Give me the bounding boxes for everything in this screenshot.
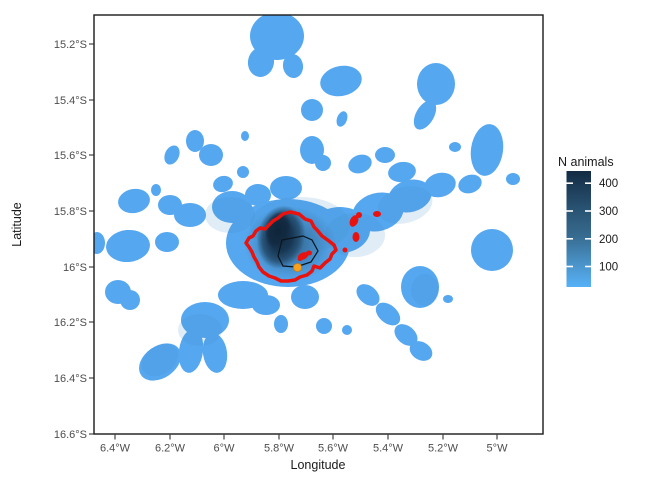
legend-label: 300 [599,206,618,218]
legend-colorbar-ticks [566,182,591,268]
x-tick-label: 5.4°W [373,443,404,455]
y-tick-label: 16.2°S [54,317,87,329]
legend-labels: 400 300 200 100 [599,178,618,273]
legend-colorbar [566,171,591,287]
x-axis-title: Longitude [291,458,346,472]
y-tick-label: 16°S [63,262,87,274]
y-tick-label: 15.2°S [54,39,87,51]
x-tick-label: 5°W [487,443,509,455]
legend-label: 100 [599,262,618,274]
legend-label: 200 [599,234,618,246]
y-axis-tick-labels: 15.2°S 15.4°S 15.6°S 15.8°S 16°S 16.2°S … [54,39,87,441]
x-tick-label: 6.2°W [155,443,186,455]
y-axis-ticks [89,43,94,435]
density-blob-layer [94,15,520,381]
y-tick-label: 15.8°S [54,206,87,218]
x-tick-label: 6°W [214,443,236,455]
y-tick-label: 16.6°S [54,429,87,441]
legend: N animals 400 300 200 100 [558,155,618,287]
x-axis-tick-labels: 6.4°W 6.2°W 6°W 5.8°W 5.6°W 5.4°W 5.2°W … [100,443,508,455]
y-tick-label: 15.6°S [54,150,87,162]
legend-label: 400 [599,178,618,190]
x-axis-ticks [114,434,498,440]
panel-border [93,14,544,435]
red-contour-outline [244,210,338,283]
legend-title: N animals [558,155,614,169]
red-patches [297,211,381,261]
x-tick-label: 5.8°W [264,443,295,455]
x-tick-label: 5.6°W [318,443,349,455]
y-tick-label: 16.4°S [54,373,87,385]
reference-point-marker [293,263,302,272]
y-tick-label: 15.4°S [54,95,87,107]
x-tick-label: 6.4°W [100,443,131,455]
inner-polygon-outline [277,235,319,268]
x-tick-label: 5.2°W [428,443,459,455]
y-axis-title: Latitude [10,202,24,247]
